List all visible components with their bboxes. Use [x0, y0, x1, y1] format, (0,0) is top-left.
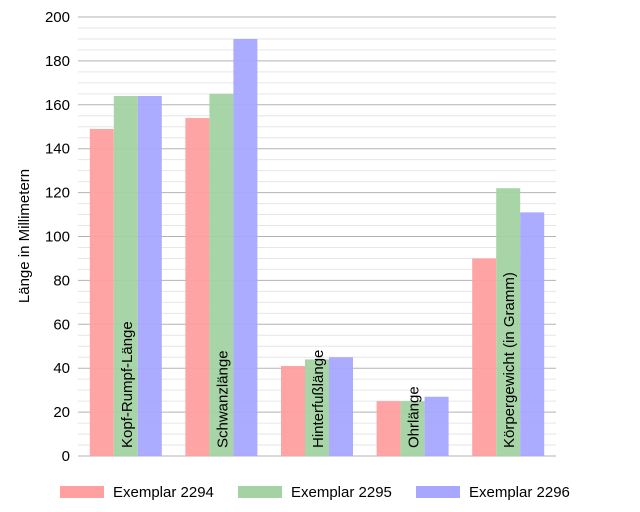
y-tick-label: 0	[62, 448, 70, 465]
legend-label: Exemplar 2296	[469, 484, 570, 501]
category-label: Körpergewicht (in Gramm)	[501, 272, 518, 448]
category-label: Hinterfußlänge	[310, 350, 327, 448]
bar-exemplar-2294	[89, 128, 114, 456]
y-tick-label: 80	[53, 272, 70, 289]
bar-exemplar-2295	[496, 188, 521, 456]
y-tick-label: 180	[45, 53, 70, 70]
y-tick-label: 20	[53, 404, 70, 421]
y-tick-label: 100	[45, 229, 70, 246]
bar-exemplar-2296	[520, 212, 545, 456]
bar-exemplar-2295	[305, 359, 329, 456]
category-label: Ohrlänge	[406, 386, 423, 448]
bar-exemplar-2294	[376, 401, 401, 456]
legend-swatch	[238, 486, 282, 498]
bar-exemplar-2296	[329, 357, 353, 456]
y-tick-label: 120	[45, 185, 70, 202]
y-tick-label: 160	[45, 97, 70, 114]
y-tick-label: 60	[53, 316, 70, 333]
bar-exemplar-2294	[185, 117, 210, 456]
category-label: Kopf-Rumpf-Länge	[119, 321, 136, 448]
y-tick-label: 140	[45, 141, 70, 158]
bar-exemplar-2296	[233, 38, 258, 456]
y-tick-label: 40	[53, 360, 70, 377]
bar-exemplar-2296	[137, 96, 162, 457]
category-label: Schwanzlänge	[214, 350, 231, 448]
bar-exemplar-2295	[209, 93, 234, 456]
bar-exemplar-2295	[400, 401, 425, 456]
bar-exemplar-2294	[472, 258, 497, 456]
legend-label: Exemplar 2295	[291, 484, 392, 501]
bar-exemplar-2296	[424, 396, 449, 456]
y-tick-label: 200	[45, 9, 70, 26]
legend-label: Exemplar 2294	[113, 484, 214, 501]
bar-exemplar-2294	[281, 366, 305, 456]
bar-exemplar-2295	[113, 96, 138, 457]
y-axis-label: Länge in Millimetern	[16, 169, 33, 303]
legend-swatch	[416, 486, 460, 498]
legend-swatch	[60, 486, 104, 498]
